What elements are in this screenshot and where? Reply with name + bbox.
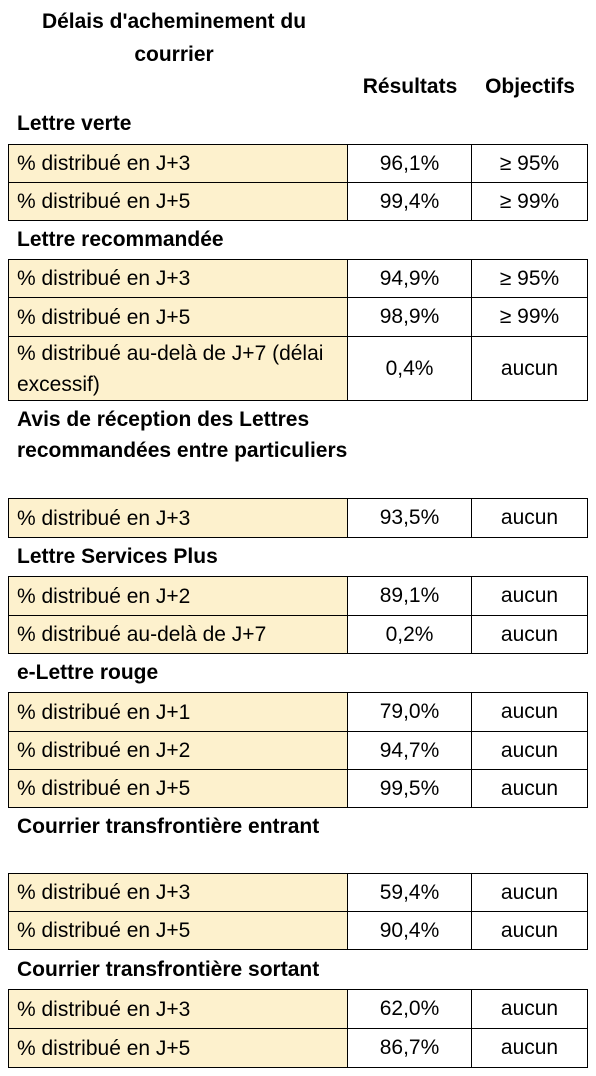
row-label: % distribué en J+3 <box>8 144 348 183</box>
result-value: 59,4% <box>347 873 472 912</box>
row-label: % distribué en J+5 <box>8 1028 348 1068</box>
section-heading: Lettre recommandée <box>17 228 224 251</box>
result-value: 94,7% <box>347 731 472 770</box>
row-label: % distribué en J+2 <box>8 576 348 616</box>
result-value: 98,9% <box>347 297 472 337</box>
result-value: 94,9% <box>347 259 472 298</box>
objective-value: aucun <box>471 1028 588 1068</box>
objective-value: aucun <box>471 731 588 770</box>
result-value: 86,7% <box>347 1028 472 1068</box>
section-heading: Courrier transfrontière sortant <box>17 958 320 981</box>
objective-value: aucun <box>471 336 588 401</box>
row-label: % distribué en J+5 <box>8 297 348 337</box>
result-value: 96,1% <box>347 144 472 183</box>
table-row: % distribué en J+5 99,4% ≥ 99% <box>8 182 588 221</box>
row-label: % distribué au-delà de J+7 (délai excess… <box>8 336 348 401</box>
objective-value: aucun <box>471 576 588 616</box>
result-value: 89,1% <box>347 576 472 616</box>
table-row: % distribué au-delà de J+7 0,2% aucun <box>8 615 588 654</box>
objectives-column-header: Objectifs <box>485 75 575 98</box>
row-label: % distribué en J+5 <box>8 182 348 221</box>
page-title: Délais d'acheminement du courrier <box>41 10 307 66</box>
result-value: 99,4% <box>347 182 472 221</box>
objective-value: aucun <box>471 692 588 732</box>
result-value: 93,5% <box>347 498 472 538</box>
table-row: % distribué en J+3 59,4% aucun <box>8 873 588 912</box>
result-value: 0,4% <box>347 336 472 401</box>
table-row: % distribué en J+1 79,0% aucun <box>8 692 588 732</box>
table-row: % distribué en J+5 86,7% aucun <box>8 1028 588 1068</box>
table-row: % distribué en J+5 90,4% aucun <box>8 911 588 950</box>
result-value: 79,0% <box>347 692 472 732</box>
section-heading: Courrier transfrontière entrant <box>17 815 320 838</box>
row-label: % distribué en J+3 <box>8 873 348 912</box>
objective-value: aucun <box>471 615 588 654</box>
table-row: % distribué en J+3 94,9% ≥ 95% <box>8 259 588 298</box>
row-label: % distribué en J+1 <box>8 692 348 732</box>
objective-value: aucun <box>471 911 588 950</box>
section-heading: e-Lettre rouge <box>17 661 159 684</box>
section-heading: Avis de réception des Lettres recommandé… <box>17 408 348 462</box>
section-heading: Lettre Services Plus <box>17 545 218 568</box>
table-row: % distribué en J+3 62,0% aucun <box>8 989 588 1029</box>
row-label: % distribué en J+5 <box>8 911 348 950</box>
objective-value: aucun <box>471 989 588 1029</box>
table-row: % distribué en J+2 94,7% aucun <box>8 731 588 770</box>
objective-value: ≥ 99% <box>471 182 588 221</box>
table-row: % distribué en J+5 99,5% aucun <box>8 769 588 808</box>
row-label: % distribué en J+3 <box>8 989 348 1029</box>
table-row: % distribué en J+3 93,5% aucun <box>8 498 588 538</box>
row-label: % distribué en J+5 <box>8 769 348 808</box>
objective-value: ≥ 99% <box>471 297 588 337</box>
objective-value: aucun <box>471 769 588 808</box>
objective-value: aucun <box>471 498 588 538</box>
objective-value: ≥ 95% <box>471 259 588 298</box>
table-row: % distribué en J+3 96,1% ≥ 95% <box>8 144 588 183</box>
results-column-header: Résultats <box>362 75 458 98</box>
result-value: 0,2% <box>347 615 472 654</box>
row-label: % distribué au-delà de J+7 <box>8 615 348 654</box>
row-label: % distribué en J+2 <box>8 731 348 770</box>
row-label: % distribué en J+3 <box>8 259 348 298</box>
objective-value: aucun <box>471 873 588 912</box>
result-value: 90,4% <box>347 911 472 950</box>
table-row: % distribué en J+2 89,1% aucun <box>8 576 588 616</box>
result-value: 62,0% <box>347 989 472 1029</box>
row-label: % distribué en J+3 <box>8 498 348 538</box>
objective-value: ≥ 95% <box>471 144 588 183</box>
table-row: % distribué au-delà de J+7 (délai excess… <box>8 336 588 401</box>
result-value: 99,5% <box>347 769 472 808</box>
section-heading: Lettre verte <box>17 112 132 135</box>
table-row: % distribué en J+5 98,9% ≥ 99% <box>8 297 588 337</box>
